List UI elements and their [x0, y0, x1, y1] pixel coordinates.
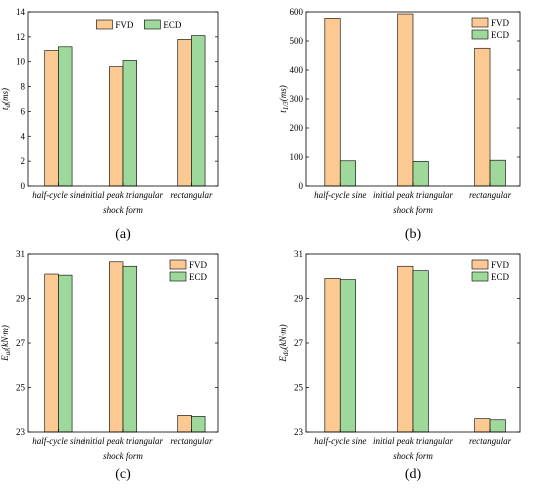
y-tick-label: 0	[299, 181, 304, 191]
y-tick-label: 100	[290, 152, 304, 162]
legend-label-ecd: ECD	[189, 272, 208, 282]
y-tick-label: 600	[290, 7, 304, 17]
x-tick-label: half-cycle sine	[32, 436, 84, 446]
panel-caption: (d)	[405, 467, 422, 482]
x-tick-label: rectangular	[170, 190, 213, 200]
x-axis-title: shock form	[103, 451, 143, 461]
legend-swatch-fvd	[96, 19, 113, 30]
y-tick-label: 31	[294, 249, 303, 259]
y-tick-label: 200	[290, 123, 304, 133]
bar-ecd-1	[412, 161, 429, 187]
y-tick-label: 27	[294, 338, 304, 348]
y-axis-title: Edo(kN·m)	[278, 324, 290, 362]
y-tick-label: 300	[290, 94, 304, 104]
legend-label-fvd: FVD	[115, 20, 134, 30]
y-tick-label: 29	[16, 294, 26, 304]
legend-swatch-ecd	[471, 271, 489, 282]
chart-panel-b: 0 100 200 300 400 500 600 half-cycle sine initia…	[278, 7, 521, 242]
y-axis-title: Eai(kN·m)	[0, 325, 12, 362]
legend-swatch-fvd	[169, 259, 187, 270]
x-tick-label: half-cycle sine	[314, 190, 366, 200]
bar-fvd-1	[397, 13, 414, 187]
legend-label-fvd: FVD	[189, 260, 208, 270]
panel-caption: (a)	[115, 227, 131, 242]
legend-swatch-fvd	[471, 17, 489, 28]
y-tick-label: 14	[16, 7, 26, 17]
bar-fvd-1	[109, 261, 124, 433]
bar-ecd-1	[122, 60, 137, 187]
y-tick-label: 23	[294, 427, 304, 437]
bar-fvd-0	[324, 18, 341, 187]
legend-label-fvd: FVD	[491, 18, 510, 28]
y-tick-label: 25	[294, 383, 304, 393]
legend-label-ecd: ECD	[491, 30, 510, 40]
chart-panel-d: 23 25 27 29 31 half-cycle sine initial peak tr…	[278, 249, 521, 482]
bar-ecd-1	[412, 270, 429, 433]
bar-fvd-1	[397, 265, 414, 433]
x-axis-title: shock form	[393, 205, 433, 215]
x-axis-title: shock form	[103, 205, 143, 215]
bar-ecd-2	[489, 159, 506, 187]
legend-label-fvd: FVD	[491, 260, 510, 270]
bar-ecd-0	[58, 46, 73, 187]
legend-label-ecd: ECD	[163, 20, 182, 30]
x-tick-label: initial peak triangular	[83, 190, 163, 200]
y-tick-label: 31	[16, 249, 25, 259]
legend-swatch-fvd	[471, 259, 489, 270]
bar-fvd-2	[474, 418, 491, 433]
y-tick-label: 27	[16, 338, 26, 348]
y-axis-title: td(ms)	[0, 88, 12, 110]
y-tick-label: 23	[16, 427, 26, 437]
panel-caption: (c)	[115, 467, 131, 482]
x-axis-title: shock form	[393, 451, 433, 461]
bar-fvd-0	[324, 278, 341, 433]
y-tick-label: 12	[16, 32, 25, 42]
y-tick-label: 10	[16, 57, 26, 67]
y-tick-label: 2	[21, 156, 26, 166]
bar-ecd-1	[122, 265, 137, 433]
y-axis-title: t1/3(ms)	[278, 85, 290, 112]
y-tick-label: 400	[290, 65, 304, 75]
x-tick-label: rectangular	[469, 190, 512, 200]
x-tick-label: rectangular	[170, 436, 213, 446]
x-tick-label: rectangular	[469, 436, 512, 446]
x-tick-label: half-cycle sine	[32, 190, 84, 200]
legend-label-ecd: ECD	[491, 272, 510, 282]
legend-swatch-ecd	[471, 29, 489, 40]
y-tick-label: 6	[21, 106, 26, 116]
x-tick-label: initial peak triangular	[373, 190, 453, 200]
bar-ecd-0	[58, 274, 73, 433]
legend-swatch-ecd	[144, 19, 161, 30]
bar-ecd-0	[339, 160, 356, 187]
x-tick-label: initial peak triangular	[373, 436, 453, 446]
bar-fvd-2	[177, 39, 192, 187]
x-tick-label: initial peak triangular	[83, 436, 163, 446]
bar-ecd-2	[489, 419, 506, 433]
legend-swatch-ecd	[169, 271, 187, 282]
y-tick-label: 25	[16, 383, 26, 393]
bar-fvd-2	[177, 415, 192, 433]
bar-fvd-0	[44, 50, 59, 187]
bar-ecd-2	[191, 35, 206, 187]
y-tick-label: 4	[21, 131, 26, 141]
bar-ecd-2	[191, 416, 206, 433]
panel-caption: (b)	[405, 227, 422, 242]
bar-fvd-1	[109, 66, 124, 187]
bar-fvd-2	[474, 47, 491, 187]
x-tick-label: half-cycle sine	[314, 436, 366, 446]
y-tick-label: 500	[290, 36, 304, 46]
y-tick-label: 0	[21, 181, 26, 191]
bar-ecd-0	[339, 279, 356, 433]
y-tick-label: 29	[294, 294, 304, 304]
bar-fvd-0	[44, 273, 59, 433]
y-tick-label: 8	[21, 82, 26, 92]
